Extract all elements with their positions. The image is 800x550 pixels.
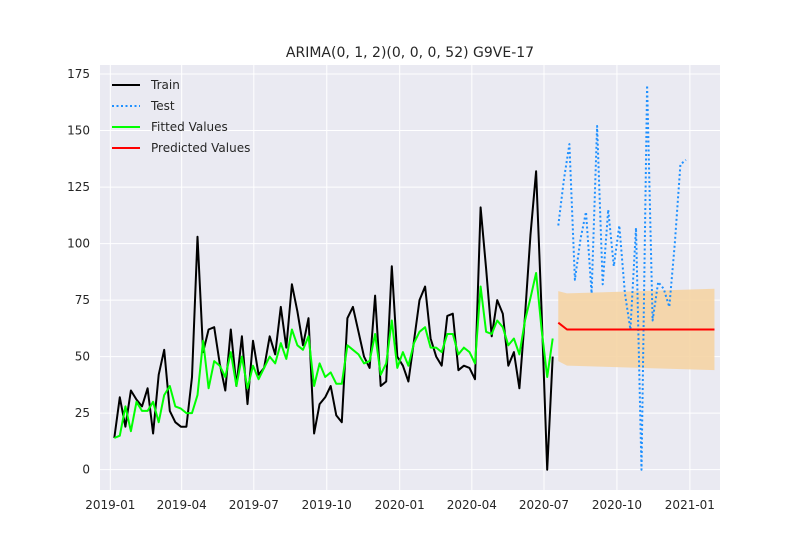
x-tick-label: 2021-01 bbox=[665, 498, 715, 512]
legend-label-train: Train bbox=[150, 78, 180, 92]
series-layer bbox=[113, 84, 715, 471]
y-tick-label: 25 bbox=[75, 406, 90, 420]
chart-title: ARIMA(0, 1, 2)(0, 0, 0, 52) G9VE-17 bbox=[286, 45, 534, 61]
y-tick-label: 75 bbox=[75, 293, 90, 307]
y-tick-label: 175 bbox=[67, 67, 90, 81]
fitted-series-line bbox=[113, 272, 554, 439]
x-tick-label: 2019-04 bbox=[157, 498, 207, 512]
legend: Train Test Fitted Values Predicted Values bbox=[112, 78, 250, 155]
y-tick-label: 100 bbox=[67, 237, 90, 251]
x-tick-label: 2020-01 bbox=[375, 498, 425, 512]
legend-label-fitted: Fitted Values bbox=[151, 120, 228, 134]
x-tick-label: 2020-04 bbox=[447, 498, 497, 512]
y-axis-ticks: 0 25 50 75 100 125 150 175 bbox=[67, 67, 90, 477]
legend-label-predicted: Predicted Values bbox=[151, 141, 250, 155]
y-tick-label: 50 bbox=[75, 350, 90, 364]
x-tick-label: 2020-10 bbox=[592, 498, 642, 512]
train-series-line bbox=[113, 170, 554, 471]
x-tick-label: 2020-07 bbox=[519, 498, 569, 512]
grid-lines bbox=[100, 65, 720, 490]
predicted-series-line bbox=[557, 321, 715, 331]
x-tick-label: 2019-01 bbox=[85, 498, 135, 512]
x-tick-label: 2019-07 bbox=[229, 498, 279, 512]
y-tick-label: 150 bbox=[67, 124, 90, 138]
y-tick-label: 125 bbox=[67, 180, 90, 194]
legend-label-test: Test bbox=[150, 99, 175, 113]
x-axis-ticks: 2019-01 2019-04 2019-07 2019-10 2020-01 2020-… bbox=[85, 498, 715, 512]
test-series-line bbox=[557, 84, 687, 471]
x-tick-label: 2019-10 bbox=[302, 498, 352, 512]
y-tick-label: 0 bbox=[82, 463, 90, 477]
